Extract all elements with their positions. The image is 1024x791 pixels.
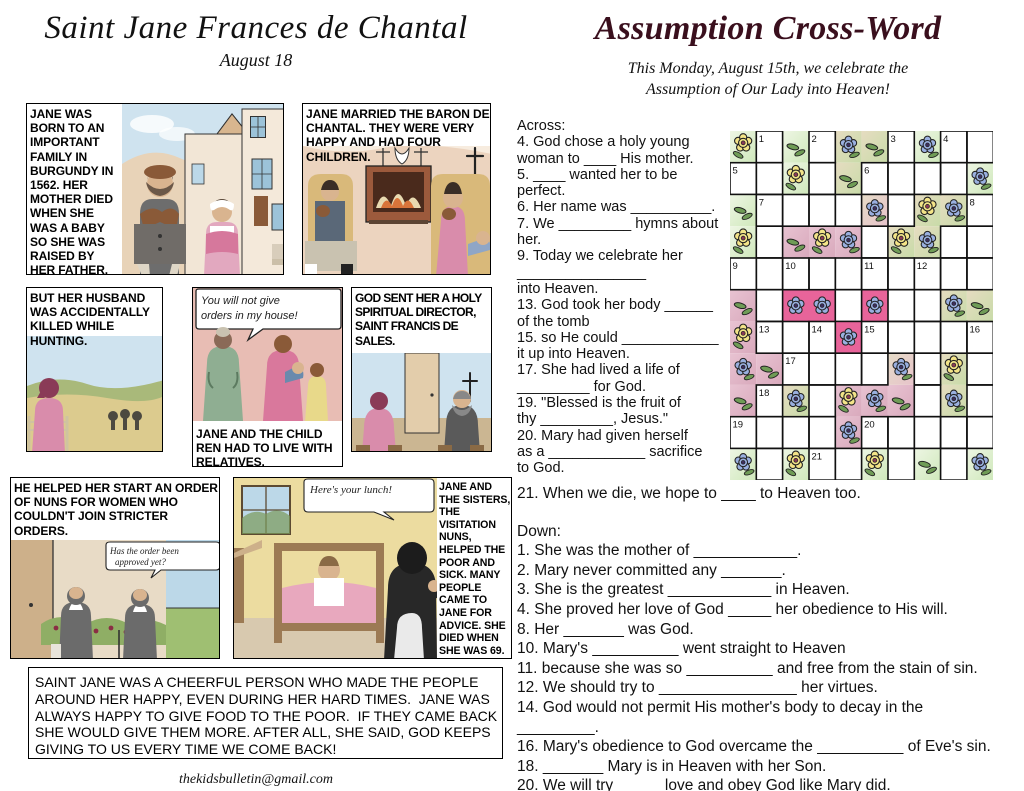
- svg-text:21: 21: [811, 451, 822, 462]
- svg-text:20: 20: [864, 419, 875, 430]
- svg-text:16: 16: [969, 324, 980, 335]
- svg-text:6: 6: [864, 165, 869, 176]
- svg-text:Has the order been: Has the order been: [109, 546, 179, 556]
- svg-text:11: 11: [864, 261, 874, 272]
- svg-text:12: 12: [917, 261, 928, 272]
- svg-text:You will not give: You will not give: [201, 295, 280, 307]
- svg-text:14: 14: [811, 324, 822, 335]
- svg-text:approved yet?: approved yet?: [115, 557, 166, 567]
- svg-text:19: 19: [732, 419, 743, 430]
- svg-text:3: 3: [890, 134, 895, 145]
- svg-text:8: 8: [969, 197, 974, 208]
- svg-text:4: 4: [943, 134, 948, 145]
- svg-text:7: 7: [759, 197, 764, 208]
- svg-text:13: 13: [759, 324, 770, 335]
- svg-text:orders in my house!: orders in my house!: [201, 310, 298, 322]
- svg-text:9: 9: [732, 261, 737, 272]
- svg-text:10: 10: [785, 261, 796, 272]
- svg-text:18: 18: [759, 388, 770, 399]
- svg-text:15: 15: [864, 324, 875, 335]
- svg-text:1: 1: [759, 134, 764, 145]
- svg-text:17: 17: [785, 356, 796, 367]
- svg-text:5: 5: [732, 165, 737, 176]
- svg-text:Here's your lunch!: Here's your lunch!: [309, 484, 392, 496]
- svg-text:2: 2: [811, 134, 816, 145]
